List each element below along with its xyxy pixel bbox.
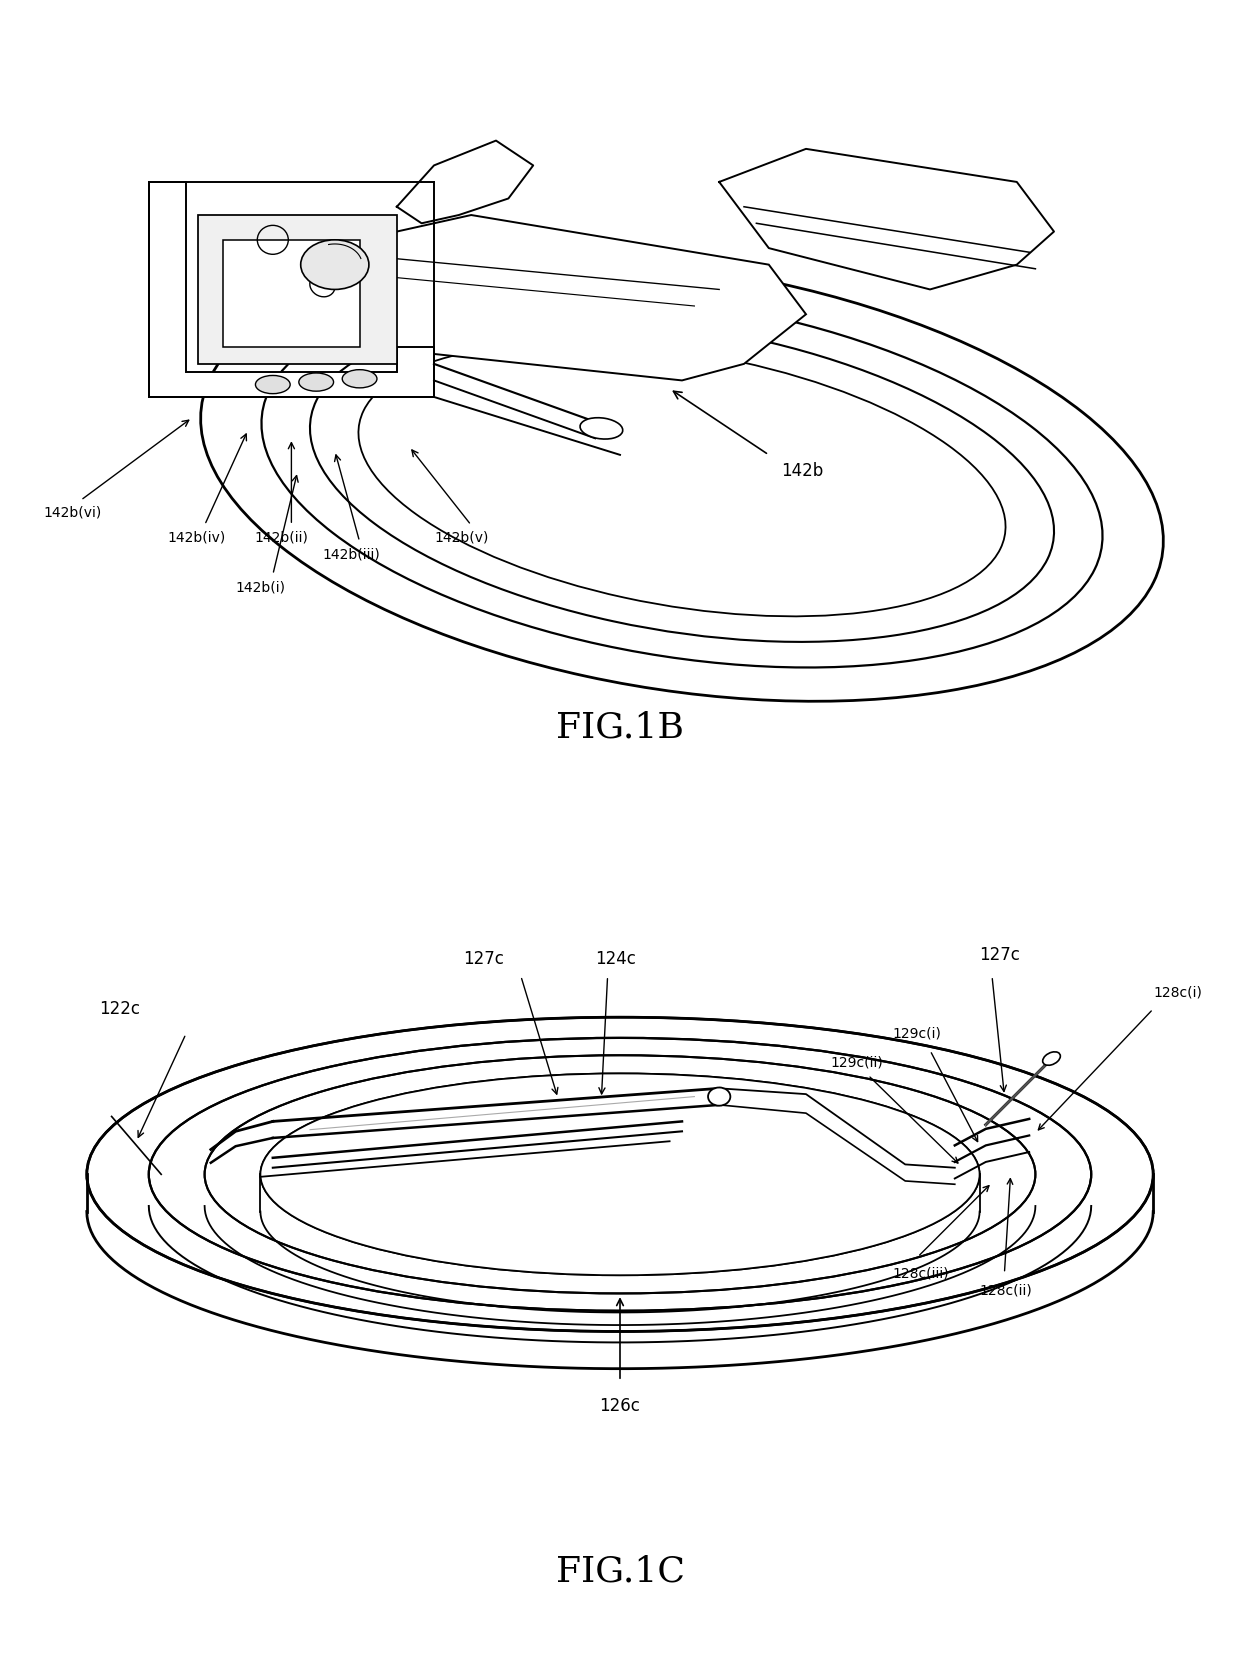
Text: 142b(v): 142b(v) (434, 531, 489, 544)
Text: 142b(ii): 142b(ii) (254, 531, 308, 544)
Text: 142b(iii): 142b(iii) (322, 547, 381, 561)
Text: 128c(i): 128c(i) (1153, 986, 1202, 999)
Ellipse shape (1043, 1052, 1060, 1065)
Polygon shape (285, 215, 806, 380)
Text: 142b(i): 142b(i) (236, 581, 285, 594)
Ellipse shape (299, 374, 334, 392)
Ellipse shape (342, 370, 377, 389)
Text: 127c: 127c (980, 946, 1021, 964)
Text: 127c: 127c (464, 951, 503, 968)
Text: 142b(vi): 142b(vi) (43, 506, 102, 519)
Ellipse shape (708, 1088, 730, 1107)
Text: 124c: 124c (595, 951, 636, 968)
Text: 142b: 142b (781, 463, 823, 480)
FancyBboxPatch shape (198, 215, 397, 364)
Text: 128c(ii): 128c(ii) (980, 1284, 1033, 1297)
Polygon shape (149, 182, 434, 397)
Text: 128c(iii): 128c(iii) (893, 1267, 950, 1280)
Ellipse shape (255, 375, 290, 394)
Text: 122c: 122c (99, 1001, 140, 1017)
Text: 129c(ii): 129c(ii) (831, 1055, 884, 1070)
Text: FIG.1C: FIG.1C (556, 1555, 684, 1588)
Text: FIG.1B: FIG.1B (556, 711, 684, 744)
Ellipse shape (300, 240, 370, 289)
Text: 142b(iv): 142b(iv) (167, 531, 226, 544)
Ellipse shape (260, 1073, 980, 1275)
FancyBboxPatch shape (223, 240, 360, 347)
Ellipse shape (580, 418, 622, 438)
Text: 129c(i): 129c(i) (893, 1027, 941, 1040)
Text: 126c: 126c (600, 1398, 640, 1414)
